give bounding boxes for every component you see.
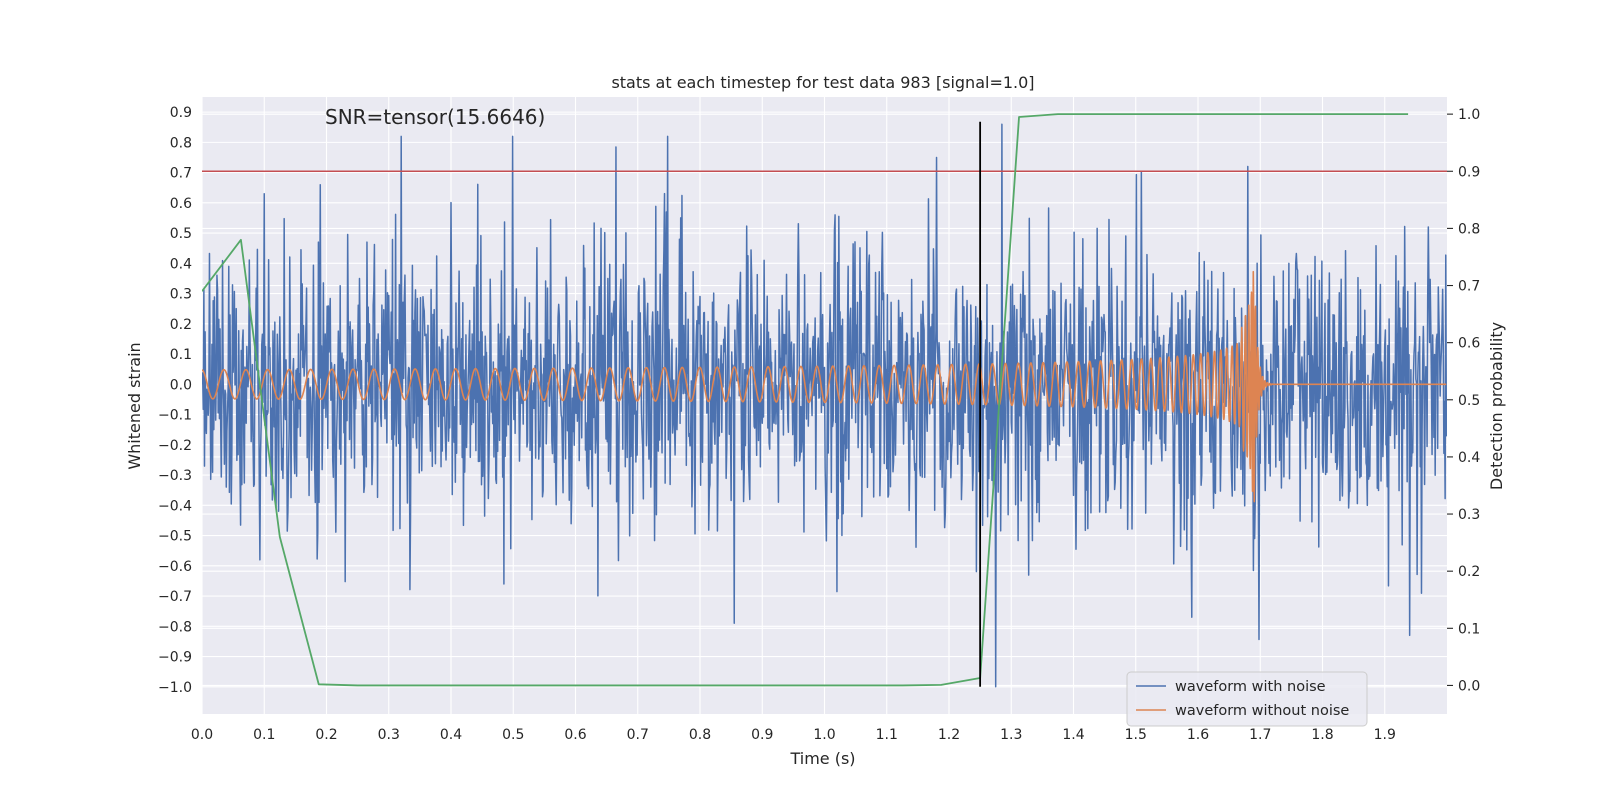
y2-tick-label: 0.9 bbox=[1458, 164, 1480, 180]
y2-tick-label: 0.4 bbox=[1458, 450, 1480, 466]
y2-axis-label: Detection probability bbox=[1487, 322, 1506, 490]
y2-tick-label: 0.6 bbox=[1458, 336, 1480, 352]
x-axis-label: Time (s) bbox=[789, 749, 855, 768]
y-tick-label: 0.4 bbox=[170, 256, 192, 272]
y2-tick-label: 0.8 bbox=[1458, 221, 1480, 237]
x-tick-label: 0.9 bbox=[751, 727, 773, 743]
y-tick-label: −0.1 bbox=[158, 408, 192, 424]
x-tick-label: 1.1 bbox=[876, 727, 898, 743]
y-axis-right: 1.0 0.9 0.8 0.7 0.6 0.5 0.4 0.3 0.2 0.1 0.0 bbox=[1447, 107, 1480, 694]
y-tick-label: 0.0 bbox=[170, 377, 192, 393]
x-tick-label: 1.6 bbox=[1187, 727, 1209, 743]
x-tick-label: 1.7 bbox=[1249, 727, 1271, 743]
chart-title: stats at each timestep for test data 983… bbox=[611, 73, 1034, 92]
y-tick-label: −0.3 bbox=[158, 468, 192, 484]
y2-tick-label: 0.0 bbox=[1458, 678, 1480, 694]
y-tick-label: −0.2 bbox=[158, 438, 192, 454]
x-tick-label: 1.4 bbox=[1062, 727, 1084, 743]
y-tick-label: 0.1 bbox=[170, 347, 192, 363]
y-tick-label: −0.6 bbox=[158, 559, 192, 575]
y2-tick-label: 0.7 bbox=[1458, 279, 1480, 295]
x-tick-label: 0.2 bbox=[315, 727, 337, 743]
legend-frame bbox=[1126, 671, 1368, 727]
x-tick-label: 0.3 bbox=[378, 727, 400, 743]
y-axis-label: Whitened strain bbox=[125, 342, 144, 469]
y2-tick-label: 0.1 bbox=[1458, 621, 1480, 637]
y-tick-label: −0.5 bbox=[158, 529, 192, 545]
x-tick-label: 1.2 bbox=[938, 727, 960, 743]
x-tick-label: 0.7 bbox=[627, 727, 649, 743]
y2-tick-label: 0.2 bbox=[1458, 564, 1480, 580]
y-tick-label: 0.5 bbox=[170, 226, 192, 242]
x-tick-label: 1.0 bbox=[813, 727, 835, 743]
y-tick-label: 0.7 bbox=[170, 166, 192, 182]
x-tick-label: 0.5 bbox=[502, 727, 524, 743]
y2-tick-label: 1.0 bbox=[1458, 107, 1480, 123]
x-tick-label: 0.4 bbox=[440, 727, 462, 743]
series-waveform-without-noise bbox=[202, 270, 1447, 503]
series-detection-probability bbox=[202, 113, 1409, 687]
y2-tick-label: 0.3 bbox=[1458, 507, 1480, 523]
x-tick-label: 1.8 bbox=[1311, 727, 1333, 743]
series-waveform-with-noise bbox=[202, 123, 1447, 688]
y-tick-label: 0.3 bbox=[170, 287, 192, 303]
x-axis: 0.0 0.1 0.2 0.3 0.4 0.5 0.6 0.7 0.8 0.9 1.0 1.1 1.2 1… bbox=[191, 727, 1396, 743]
plot-content bbox=[202, 113, 1447, 688]
x-tick-label: 0.0 bbox=[191, 727, 213, 743]
y-axis-left: 0.9 0.8 0.7 0.6 0.5 0.4 0.3 0.2 0.1 0.0 −0.1 −0.2 −0… bbox=[158, 105, 192, 696]
x-tick-label: 1.9 bbox=[1374, 727, 1396, 743]
y-tick-label: −0.8 bbox=[158, 619, 192, 635]
x-tick-label: 0.8 bbox=[689, 727, 711, 743]
legend-label-noise: waveform with noise bbox=[1175, 679, 1326, 695]
y-tick-label: 0.8 bbox=[170, 135, 192, 151]
x-tick-label: 0.1 bbox=[253, 727, 275, 743]
y2-tick-label: 0.5 bbox=[1458, 393, 1480, 409]
snr-annotation: SNR=tensor(15.6646) bbox=[325, 105, 545, 129]
legend: waveform with noise waveform without noi… bbox=[1126, 671, 1368, 727]
y-tick-label: 0.2 bbox=[170, 317, 192, 333]
x-tick-label: 1.3 bbox=[1000, 727, 1022, 743]
y-tick-label: −0.9 bbox=[158, 650, 192, 666]
y-tick-label: 0.9 bbox=[170, 105, 192, 121]
legend-label-clean: waveform without noise bbox=[1175, 703, 1349, 719]
x-tick-label: 0.6 bbox=[564, 727, 586, 743]
y-tick-label: −1.0 bbox=[158, 680, 192, 696]
y-tick-label: 0.6 bbox=[170, 196, 192, 212]
y-tick-label: −0.4 bbox=[158, 498, 192, 514]
x-tick-label: 1.5 bbox=[1125, 727, 1147, 743]
y-tick-label: −0.7 bbox=[158, 589, 192, 605]
